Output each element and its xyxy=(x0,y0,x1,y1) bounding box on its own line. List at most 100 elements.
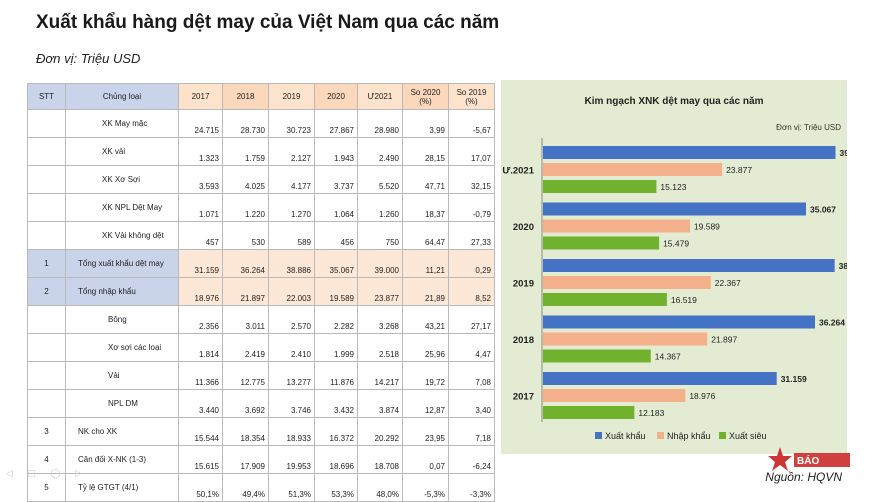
cell-value: 39.000 xyxy=(357,249,403,278)
cell-value: 2.410 xyxy=(268,333,315,362)
data-label: 35.067 xyxy=(810,205,836,215)
cell-value: 18.696 xyxy=(314,445,358,474)
table-row: XK May mặc 24.715 28.730 30.723 27.867 28.980… xyxy=(27,109,495,138)
data-label: 23.877 xyxy=(726,165,752,175)
cell-value: 1.323 xyxy=(178,137,223,166)
cell-value: 589 xyxy=(268,221,315,250)
cell-value: 17.909 xyxy=(222,445,269,474)
cell-stt xyxy=(27,333,66,362)
cell-value: 18.708 xyxy=(357,445,403,474)
cell-value: 31.159 xyxy=(178,249,223,278)
bar-xuất-siêu xyxy=(543,236,660,250)
cell-value: 3,99 xyxy=(402,109,449,138)
bar-nhập-khẩu xyxy=(543,332,708,346)
cell-value: 3.268 xyxy=(357,305,403,334)
slide-controls[interactable]: ◁ ▢ ◯ ▷ xyxy=(6,468,88,478)
data-label: 18.976 xyxy=(689,391,715,401)
cell-stt: 2 xyxy=(27,277,66,306)
cell-stt xyxy=(27,137,66,166)
data-table: STT Chủng loại 2017 2018 2019 2020 Ư2021… xyxy=(27,83,495,502)
header-2021: Ư2021 xyxy=(357,83,403,110)
cell-value: 18.976 xyxy=(178,277,223,306)
unit-label: Đơn vị: Triệu USD xyxy=(36,51,141,66)
bar-xuất-khẩu xyxy=(543,202,807,216)
data-label: 15.479 xyxy=(663,239,689,249)
header-2017: 2017 xyxy=(178,83,223,110)
header-category: Chủng loại xyxy=(65,83,179,110)
cell-value: 457 xyxy=(178,221,223,250)
cell-value: 27,33 xyxy=(448,221,495,250)
star-icon xyxy=(768,447,792,471)
data-label: 31.159 xyxy=(781,374,807,384)
cell-value: 50,1% xyxy=(178,473,223,502)
logo-text: BÁO xyxy=(797,454,819,467)
bar-xuất-siêu xyxy=(543,293,667,306)
cell-value: 64,47 xyxy=(402,221,449,250)
cell-value: 15.615 xyxy=(178,445,223,474)
cell-value: -5,3% xyxy=(402,473,449,502)
cell-value: 2.356 xyxy=(178,305,223,334)
legend-swatch xyxy=(657,432,664,439)
cell-value: 17,07 xyxy=(448,137,495,166)
data-label: 15.123 xyxy=(660,182,686,192)
cell-value: 23.877 xyxy=(357,277,403,306)
table-row: 4 Cân đối X-NK (1-3) 15.615 17.909 19.953 18.… xyxy=(27,445,495,474)
header-2020: 2020 xyxy=(314,83,358,110)
chart-panel: Kim ngạch XNK dệt may qua các năm Đơn vị:… xyxy=(501,80,847,454)
source-note: Nguồn: HQVN xyxy=(765,470,842,484)
data-label: 22.367 xyxy=(715,278,741,288)
table-row: NPL DM 3.440 3.692 3.746 3.432 3.874 12,87 3,40 xyxy=(27,389,495,418)
header-stt: STT xyxy=(27,83,66,110)
cell-category: Tổng nhập khẩu xyxy=(65,277,179,306)
table-row: XK Xơ Sợi 3.593 4.025 4.177 3.737 5.520 47,71 3… xyxy=(27,165,495,194)
legend-swatch xyxy=(719,432,726,439)
cell-value: -5,67 xyxy=(448,109,495,138)
cell-value: 18.933 xyxy=(268,417,315,446)
chart-title: Kim ngạch XNK dệt may qua các năm xyxy=(585,96,764,107)
cell-value: 3.011 xyxy=(222,305,269,334)
cell-value: 32,15 xyxy=(448,165,495,194)
cell-category: Bông xyxy=(65,305,179,334)
cell-value: 12.775 xyxy=(222,361,269,390)
cell-value: 2.518 xyxy=(357,333,403,362)
data-label: 36.264 xyxy=(819,318,845,328)
header-2018: 2018 xyxy=(222,83,269,110)
cell-stt xyxy=(27,221,66,250)
cell-value: 11.366 xyxy=(178,361,223,390)
data-label: 21.897 xyxy=(711,335,737,345)
bar-chart: Kim ngạch XNK dệt may qua các năm Đơn vị:… xyxy=(502,96,847,441)
data-label: 14.367 xyxy=(655,352,681,362)
cell-value: 2.490 xyxy=(357,137,403,166)
cell-value: 2.570 xyxy=(268,305,315,334)
table-row: 1 Tổng xuất khẩu dệt may 31.159 36.264 38.88… xyxy=(27,249,495,278)
data-label: 12.183 xyxy=(638,408,664,418)
category-label: 2019 xyxy=(513,279,534,290)
cell-value: 15.544 xyxy=(178,417,223,446)
bar-xuất-khẩu xyxy=(543,259,835,272)
cell-stt xyxy=(27,165,66,194)
cell-value: 49,4% xyxy=(222,473,269,502)
cell-value: 20.292 xyxy=(357,417,403,446)
cell-value: 2.127 xyxy=(268,137,315,166)
cell-category: NK cho XK xyxy=(65,417,179,446)
cell-value: 19.953 xyxy=(268,445,315,474)
cell-value: 1.064 xyxy=(314,193,358,222)
cell-value: 47,71 xyxy=(402,165,449,194)
cell-value: 2.419 xyxy=(222,333,269,362)
cell-stt: 4 xyxy=(27,445,66,474)
cell-category: NPL DM xyxy=(65,389,179,418)
cell-value: 1.759 xyxy=(222,137,269,166)
page-title: Xuất khẩu hàng dệt may của Việt Nam qua … xyxy=(36,12,500,33)
cell-value: 28,15 xyxy=(402,137,449,166)
table-row: 5 Tỷ lệ GTGT (4/1) 50,1% 49,4% 51,3% 53,3% 48,… xyxy=(27,473,495,502)
cell-value: 4,47 xyxy=(448,333,495,362)
cell-value: 750 xyxy=(357,221,403,250)
cell-value: 1.260 xyxy=(357,193,403,222)
cell-value: 7,08 xyxy=(448,361,495,390)
cell-value: 3.440 xyxy=(178,389,223,418)
cell-category: XK NPL Dệt May xyxy=(65,193,179,222)
cell-value: 19,72 xyxy=(402,361,449,390)
cell-value: 18.354 xyxy=(222,417,269,446)
table-header-row: STT Chủng loại 2017 2018 2019 2020 Ư2021… xyxy=(27,83,495,110)
cell-value: 3,40 xyxy=(448,389,495,418)
